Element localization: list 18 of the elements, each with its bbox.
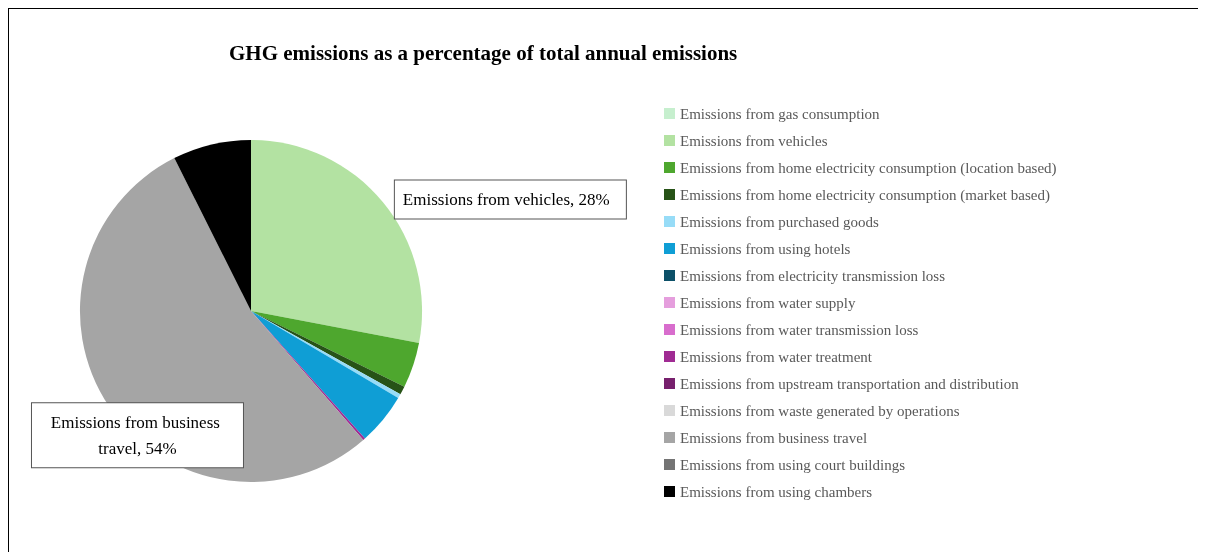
legend-label: Emissions from using chambers	[680, 483, 873, 500]
legend-label: Emissions from business travel	[680, 429, 868, 446]
legend-label: Emissions from gas consumption	[680, 105, 881, 122]
data-label: Emissions from vehicles, 28%	[402, 189, 610, 209]
legend-label: Emissions from purchased goods	[680, 213, 879, 230]
legend-label: Emissions from electricity transmission loss	[680, 267, 946, 284]
legend-label: Emissions from waste generated by operations	[680, 402, 960, 419]
legend-label: Emissions from vehicles	[680, 132, 828, 149]
legend-label: Emissions from home electricity consumption (location based)	[680, 159, 1057, 177]
legend-label: Emissions from water transmission loss	[680, 321, 919, 338]
legend-label: Emissions from water supply	[680, 294, 856, 311]
legend-label: Emissions from home electricity consumption (market based)	[680, 186, 1050, 204]
legend-label: Emissions from water treatment	[680, 348, 873, 365]
legend-label: Emissions from upstream transportation and distribution	[680, 375, 1020, 392]
legend-label: Emissions from using court buildings	[680, 456, 906, 473]
chart-title: GHG emissions as a percentage of total annual emissions	[229, 40, 738, 65]
legend-label: Emissions from using hotels	[680, 240, 851, 257]
data-label: Emissions from business travel, 54%	[50, 412, 225, 458]
